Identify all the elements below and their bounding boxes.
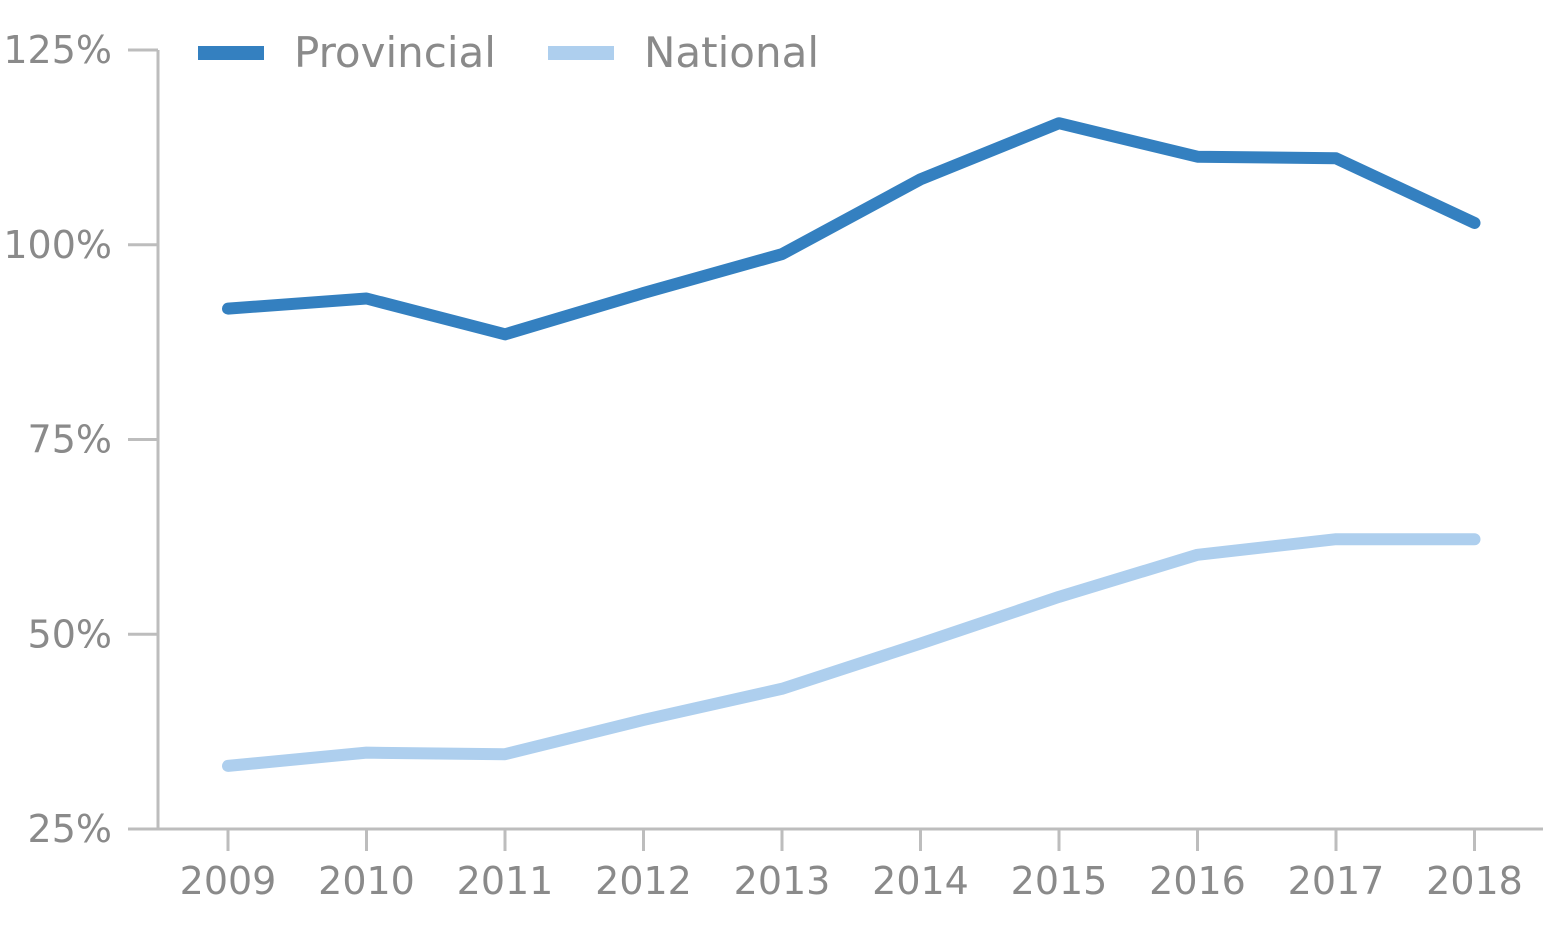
x-tick-label: 2017 [1288, 859, 1385, 903]
legend-label-provincial: Provincial [294, 28, 496, 77]
y-tick-label: 25% [28, 807, 112, 851]
y-tick-label: 75% [28, 418, 112, 462]
x-tick-label: 2018 [1426, 859, 1523, 903]
series-line-provincial [222, 117, 1481, 341]
axes: 25% 50% 75% 100% 125% 2009 2010 2011 2012 2013 201… [3, 28, 1543, 903]
legend: Provincial National [198, 28, 819, 77]
y-tick-label: 50% [28, 612, 112, 656]
legend-label-national: National [644, 28, 819, 77]
x-tick-label: 2013 [734, 859, 831, 903]
y-tick-label: 125% [3, 28, 112, 72]
y-tick-label: 100% [3, 223, 112, 267]
x-tick-label: 2014 [872, 859, 969, 903]
series-lines [222, 117, 1481, 772]
x-tick-label: 2009 [180, 859, 277, 903]
x-tick-label: 2016 [1149, 859, 1246, 903]
x-tick-label: 2011 [457, 859, 554, 903]
x-tick-label: 2012 [595, 859, 692, 903]
x-tick-label: 2015 [1011, 859, 1108, 903]
series-line-national [222, 533, 1481, 772]
x-tick-label: 2010 [318, 859, 415, 903]
